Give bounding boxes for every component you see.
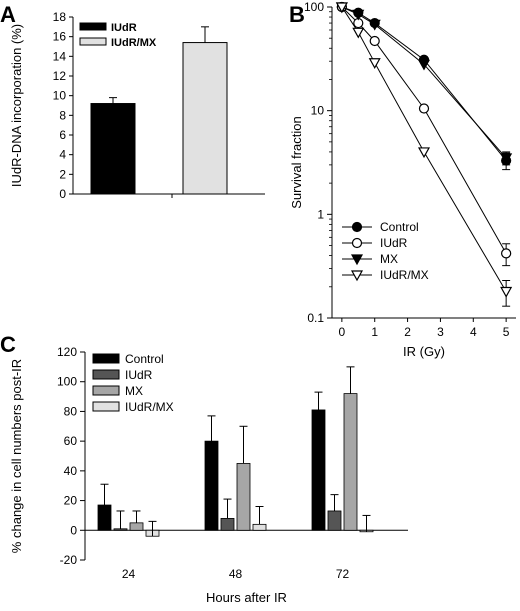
panel-c-bar: [129, 522, 144, 531]
panel-b-data-point: [501, 248, 512, 259]
panel-b-x-tick-label: 2: [404, 325, 411, 339]
panel-c-y-tick-label: 60: [64, 434, 78, 448]
panel-b-data-point: [369, 35, 380, 47]
panel-b-x-tick-label: 3: [437, 325, 444, 339]
panel-a-legend-swatch: [79, 22, 107, 31]
panel-b-x-tick-label: 1: [371, 325, 378, 339]
panel-c-x-tick-label: 24: [122, 567, 136, 581]
panel-c-legend-label: IUdR/MX: [125, 400, 174, 414]
panel-c-y-tick-label: 100: [57, 375, 77, 389]
panel-a-bar: [90, 103, 136, 195]
panel-a-legend-swatch: [79, 37, 107, 46]
panel-b-chart: 0 1 2 3 4 5 0.1 1 10 100 IR (Gy) Survival fraction C…: [289, 0, 516, 359]
panel-a-y-tick-label: 8: [59, 108, 66, 122]
panel-c-bar: [327, 510, 342, 531]
panel-c-legend-swatch: [92, 353, 120, 364]
panel-c-legend-label: Control: [125, 352, 164, 366]
panel-c-bar: [311, 409, 326, 531]
panel-c-y-axis-title: % change in cell numbers post-IR: [9, 359, 24, 553]
panel-c-y-tick-label: 40: [64, 464, 78, 478]
panel-c-x-tick-label: 48: [229, 567, 243, 581]
panel-b-data-point: [418, 103, 430, 114]
panel-b-legend-label: IUdR/MX: [380, 268, 429, 282]
panel-c-x-tick-label: 72: [336, 567, 350, 581]
panel-b-legend-marker: [350, 270, 364, 282]
panel-b-y-tick-label: 1: [317, 207, 324, 221]
panel-a-y-tick-label: 6: [59, 128, 66, 142]
panel-c-y-tick-label: 80: [64, 404, 78, 418]
panel-b-y-tick-label: 100: [304, 0, 324, 14]
panel-c-y-tick-label: 0: [70, 523, 77, 537]
panel-a-legend-label: IUdR/MX: [111, 37, 157, 49]
panel-c-bar: [252, 523, 267, 531]
panel-c-legend-label: IUdR: [125, 368, 153, 382]
panel-b-data-point: [500, 286, 513, 298]
panel-c-x-axis-title: Hours after IR: [206, 590, 287, 605]
panel-b-data-point: [417, 59, 431, 71]
panel-c-bar: [113, 528, 128, 531]
panel-b-series-line: [341, 6, 507, 159]
panel-c-bar: [220, 518, 235, 531]
panel-b-x-tick-label: 4: [470, 325, 477, 339]
panel-b-x-tick-label: 5: [503, 325, 510, 339]
panel-letter-b: B: [289, 2, 305, 27]
panel-c-bar: [236, 463, 251, 531]
panel-c-legend-label: MX: [125, 384, 143, 398]
panel-b-data-point: [368, 19, 381, 31]
panel-c-legend-swatch: [92, 385, 120, 396]
panel-c-legend-swatch: [92, 369, 120, 380]
panel-c-y-tick-label: -20: [60, 553, 78, 567]
panel-a-y-tick-label: 4: [59, 148, 66, 162]
panel-b-x-axis-title: IR (Gy): [403, 344, 445, 359]
panel-b-data-point: [352, 27, 365, 39]
panel-c-legend-swatch: [92, 401, 120, 412]
panel-a-y-tick-label: 10: [53, 89, 67, 103]
panel-b-legend-marker: [351, 237, 363, 249]
panel-a-y-tick-label: 2: [59, 167, 66, 181]
panel-b-data-point: [335, 2, 348, 14]
panel-a-legend-label: IUdR: [111, 22, 137, 34]
panel-c-bar: [204, 440, 219, 531]
panel-c-y-tick-label: 20: [64, 494, 78, 508]
panel-c-y-tick-label: 120: [57, 345, 77, 359]
panel-b-y-axis-title: Survival fraction: [289, 116, 304, 208]
panel-b-legend-marker: [351, 221, 363, 233]
panel-c-bar: [97, 504, 112, 531]
panel-a-y-tick-label: 14: [53, 49, 67, 63]
panel-b-data-point: [368, 58, 381, 69]
panel-b-legend-marker: [350, 254, 364, 266]
panel-c-bar: [343, 393, 358, 531]
panel-b-y-tick-label: 0.1: [307, 311, 324, 325]
panel-a-y-tick-label: 16: [53, 30, 67, 44]
panel-a-y-tick-label: 12: [53, 69, 67, 83]
panel-letter-c: C: [0, 332, 16, 357]
panel-b-legend-label: IUdR: [380, 236, 408, 250]
panel-a-y-tick-label: 0: [59, 187, 66, 201]
panel-letter-a: A: [0, 2, 16, 27]
panel-b-legend-label: Control: [380, 220, 419, 234]
panel-b-data-point: [417, 147, 431, 159]
panel-b-series-line: [341, 6, 507, 161]
panel-c-chart: -20 0 20 40 60 80 100 120 % change in cell numbe…: [9, 345, 408, 605]
panel-b-data-point: [500, 153, 513, 165]
panel-b-legend-label: MX: [380, 252, 398, 266]
panel-b-data-point: [352, 9, 365, 21]
panel-a-chart: 0 2 4 6 8 10 12 14 16 18 IUdR-DNA incorporation (%…: [9, 10, 265, 201]
panel-a-y-axis-title: IUdR-DNA incorporation (%): [9, 24, 24, 187]
panel-a-y-tick-label: 18: [53, 10, 67, 24]
panel-b-y-tick-label: 10: [311, 104, 325, 118]
panel-b-x-tick-label: 0: [339, 325, 346, 339]
panel-a-bar: [182, 42, 228, 195]
